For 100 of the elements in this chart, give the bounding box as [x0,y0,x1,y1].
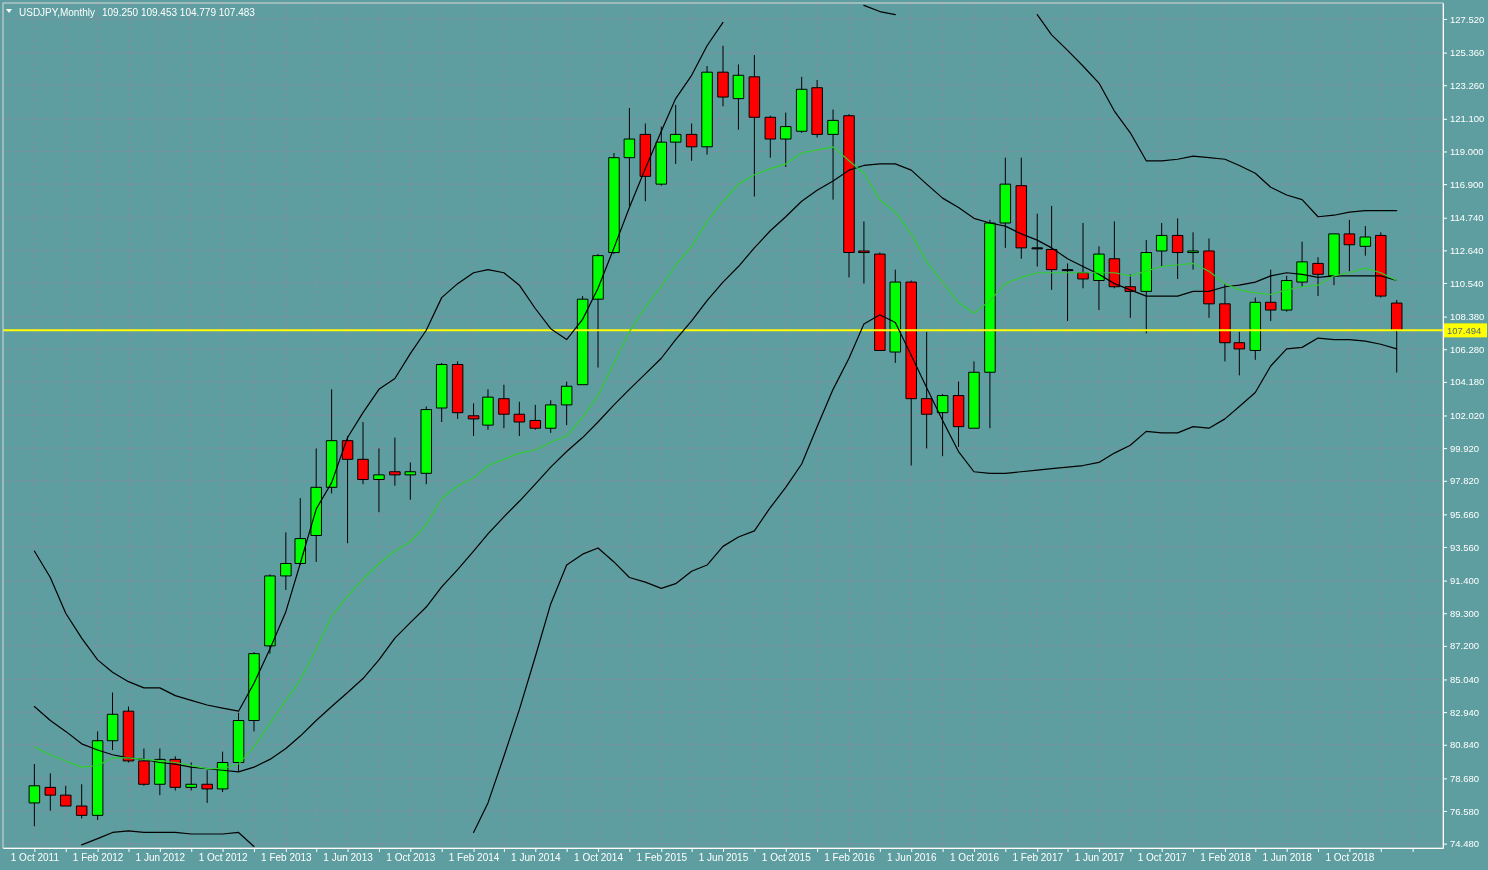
candlestick [1045,205,1058,291]
candlestick [201,769,213,804]
y-tick-label: 89.300 [1450,607,1480,619]
x-tick-label: 1 Oct 2012 [198,852,248,864]
candlestick [1219,283,1231,362]
candlestick [1264,269,1277,322]
y-tick-label: 106.280 [1450,343,1485,355]
candlestick [513,401,526,437]
candlestick [1375,231,1387,299]
x-tick-label: 1 Jun 2013 [323,852,374,864]
x-tick-label: 1 Jun 2017 [1074,852,1125,864]
candlestick [420,405,433,485]
y-tick-label: 76.580 [1450,805,1480,817]
candlestick [717,45,729,107]
candlestick [1203,238,1215,319]
y-tick-label: 82.940 [1450,706,1480,718]
candlestick [748,54,761,198]
ref-line-label: 107.494 [1447,324,1482,336]
candlestick [280,531,292,591]
y-tick-label: 85.040 [1450,674,1480,686]
x-tick-label: 1 Feb 2015 [636,852,688,864]
candlestick [325,388,338,495]
candlestick [952,381,965,448]
candlestick [764,115,777,159]
candlestick [544,399,557,434]
y-tick-label: 108.380 [1450,311,1485,323]
candlestick [701,65,713,156]
candlestick [28,763,41,827]
candlestick [1108,220,1121,289]
candlestick [373,447,385,513]
chart-subtitle: 109.250 109.453 104.779 107.483 [101,7,256,18]
candlestick [1233,331,1246,376]
candlestick [1140,239,1153,334]
x-tick-label: 1 Oct 2011 [10,852,60,864]
candlestick [1328,233,1340,286]
y-tick-label: 97.820 [1450,475,1480,487]
y-tick-label: 102.020 [1450,410,1485,422]
y-tick-label: 127.520 [1450,13,1485,25]
candlestick [75,783,88,819]
candlestick [811,79,823,138]
candlestick [106,692,119,751]
candlestick [264,573,276,655]
x-tick-label: 1 Feb 2017 [1012,852,1064,864]
candlestick [560,381,573,426]
candlestick [655,126,668,187]
candlestick [435,362,448,423]
candlestick [1280,275,1293,313]
candlestick [984,219,996,429]
candlestick [498,384,510,429]
x-tick-label: 1 Oct 2017 [1137,852,1188,864]
candlestick [968,360,980,429]
x-tick-label: 1 Jun 2015 [698,852,749,864]
candlestick [1061,262,1074,322]
y-tick-label: 123.260 [1450,79,1485,91]
candlestick [920,331,933,449]
y-tick-label: 125.360 [1450,47,1485,59]
y-tick-label: 78.680 [1450,772,1480,784]
y-tick-label: 104.180 [1450,376,1485,388]
chart-title: USDJPY,Monthly [19,7,95,18]
x-tick-label: 1 Oct 2014 [574,852,624,864]
candlestick [936,393,949,457]
candlestick [122,706,135,763]
candlestick [404,461,417,501]
y-tick-label: 119.000 [1450,146,1484,158]
candlestick [451,360,464,420]
x-tick-label: 1 Oct 2013 [386,852,436,864]
candlestick [608,152,620,255]
candlestick [1077,222,1089,289]
x-tick-label: 1 Jun 2012 [135,852,186,864]
candlestick [357,421,369,485]
x-tick-label: 1 Oct 2016 [950,852,1000,864]
y-tick-label: 93.560 [1450,541,1480,553]
y-tick-label: 91.400 [1450,575,1480,587]
candlestick [669,104,682,165]
candlestick [1187,231,1199,271]
x-tick-label: 1 Oct 2018 [1325,852,1375,864]
candlestick [294,497,307,566]
candlestick [1359,225,1372,257]
candlestick [1312,256,1324,297]
candlestick [685,122,698,162]
candlestick [1031,213,1043,268]
y-tick-label: 121.100 [1450,113,1485,125]
x-tick-label: 1 Jun 2014 [511,852,561,864]
x-tick-label: 1 Oct 2015 [761,852,812,864]
y-tick-label: 87.200 [1450,640,1480,652]
y-tick-label: 110.540 [1450,277,1484,289]
x-tick-label: 1 Jun 2018 [1262,852,1313,864]
x-tick-label: 1 Feb 2018 [1200,852,1252,864]
candlestick [858,220,870,285]
x-tick-label: 1 Jun 2016 [886,852,937,864]
candlestick [1249,297,1262,361]
y-tick-label: 114.740 [1450,212,1484,224]
candlestick [44,772,57,812]
candlestick [1093,245,1105,311]
y-tick-label: 112.640 [1450,244,1484,256]
y-tick-label: 116.900 [1450,178,1484,190]
candlestick [592,253,604,369]
candlestick [779,112,792,168]
candlestick [482,388,494,431]
candlestick [576,295,589,386]
